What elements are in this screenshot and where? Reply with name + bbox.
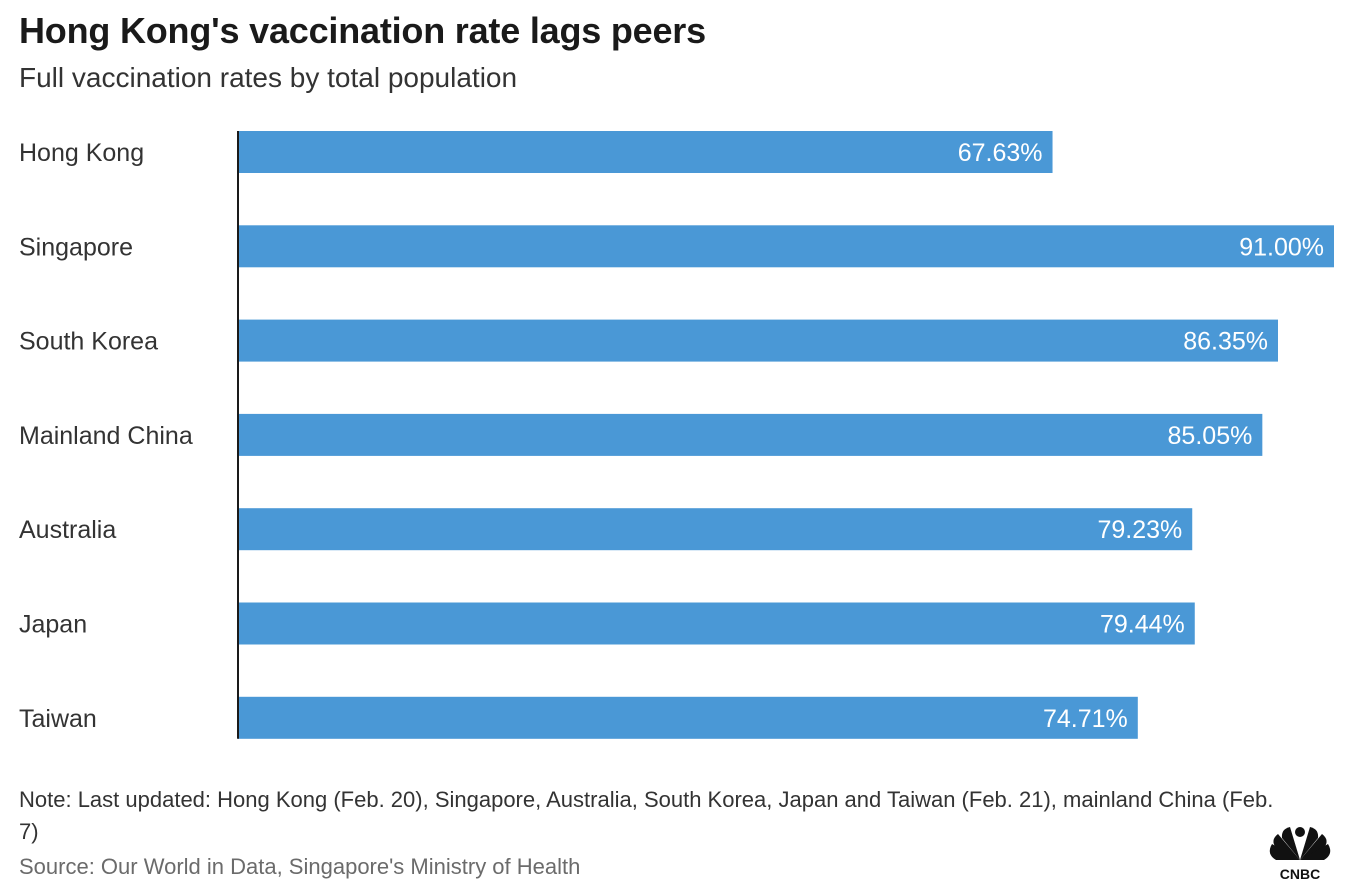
bar-value-label: 67.63% [958,139,1043,167]
bar [238,225,1334,268]
chart-subtitle: Full vaccination rates by total populati… [19,62,518,93]
category-label: South Korea [19,328,158,356]
bar-chart: Hong Kong 67.63% Singapore 91.00% South Kore… [19,131,1334,739]
bar-value-label: 79.44% [1100,611,1185,639]
category-label: Mainland China [19,422,193,450]
bar-value-label: 86.35% [1183,328,1268,356]
bar-value-label: 74.71% [1043,705,1128,733]
chart-note: Note: Last updated: Hong Kong (Feb. 20),… [19,787,1274,844]
bar [238,319,1278,362]
bar-value-label: 91.00% [1239,233,1324,261]
bar [238,131,1053,173]
category-label: Hong Kong [19,139,144,167]
bar [238,602,1195,645]
bar-value-label: 85.05% [1168,422,1253,450]
bar [238,696,1138,739]
category-label: Singapore [19,233,133,261]
chart-title: Hong Kong's vaccination rate lags peers [19,10,706,51]
chart-source: Source: Our World in Data, Singapore's M… [19,854,581,879]
cnbc-logo: CNBC [1269,827,1331,882]
category-label: Australia [19,516,116,544]
category-label: Japan [19,611,87,639]
bar [238,508,1193,551]
bar-value-label: 79.23% [1097,516,1182,544]
bar [238,413,1263,456]
cnbc-logo-text: CNBC [1280,866,1320,882]
category-label: Taiwan [19,705,97,733]
